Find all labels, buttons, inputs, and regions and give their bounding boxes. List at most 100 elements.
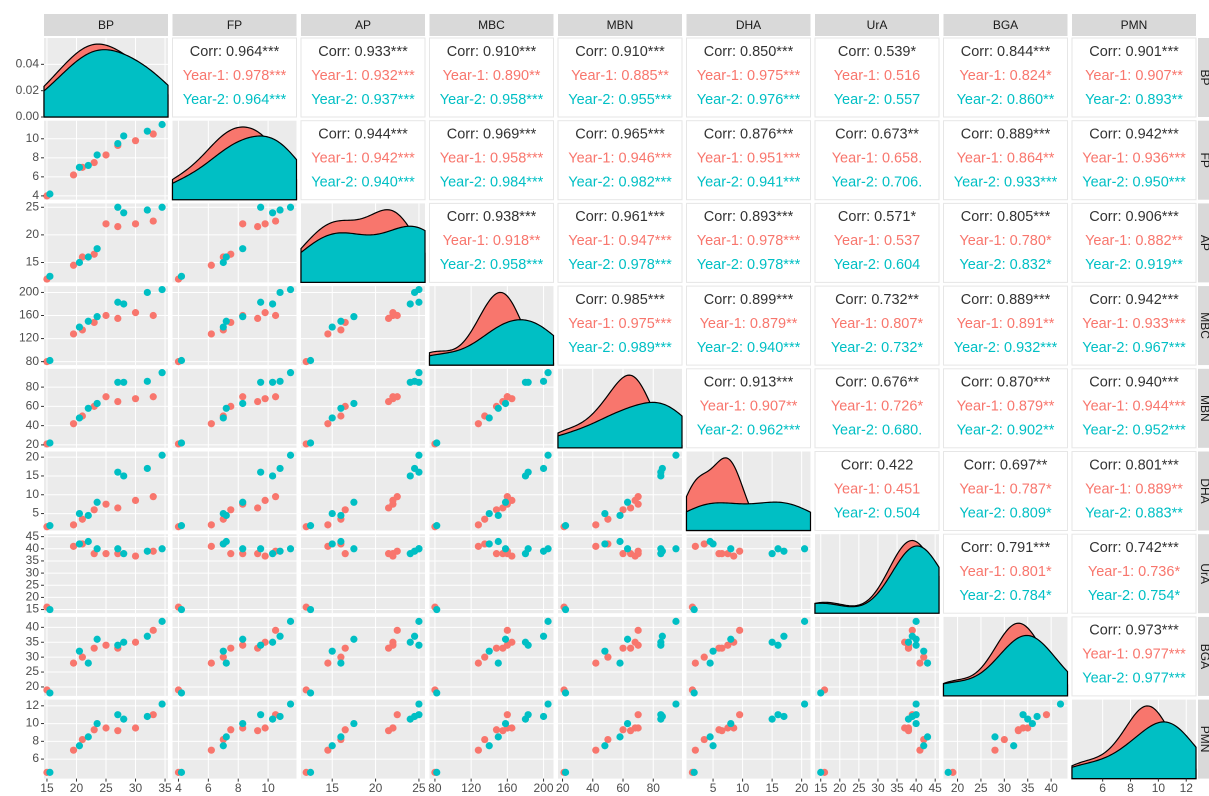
point: [239, 545, 247, 553]
corr-panel: [943, 37, 1068, 118]
point: [691, 659, 699, 667]
corr-text: Corr: 0.969***: [447, 127, 537, 143]
point: [474, 420, 482, 428]
corr-text: Corr: 0.965***: [575, 127, 665, 143]
point: [474, 659, 482, 667]
point: [158, 203, 166, 211]
point: [410, 632, 419, 640]
point: [508, 552, 516, 560]
y-tick-label: 20: [26, 227, 40, 241]
point: [102, 724, 110, 732]
corr-text: Corr: 0.844***: [961, 44, 1051, 60]
point: [271, 393, 280, 401]
scatter-panel: [429, 368, 554, 448]
point: [69, 521, 78, 529]
point: [102, 393, 110, 401]
point: [341, 726, 349, 734]
corr-text: Year-2: 0.976***: [697, 92, 801, 108]
point: [350, 545, 358, 553]
point: [75, 742, 84, 750]
point: [46, 356, 54, 365]
point: [604, 735, 612, 744]
point: [920, 653, 928, 661]
point: [239, 399, 247, 408]
y-tick-label: 30: [26, 565, 40, 579]
point: [222, 404, 230, 412]
point: [433, 439, 441, 447]
x-tick-label: 40: [586, 781, 600, 795]
point: [143, 547, 151, 555]
y-tick-label: 35: [26, 553, 40, 567]
point: [724, 641, 732, 649]
corr-text: Year-2: 0.860**: [957, 92, 1055, 108]
point: [324, 746, 332, 754]
corr-text: Corr: 0.938***: [447, 209, 537, 225]
corr-text: Corr: 0.961***: [575, 209, 665, 225]
point: [328, 540, 336, 548]
x-tick-label: 80: [428, 781, 442, 795]
point: [149, 493, 157, 501]
point: [691, 746, 699, 754]
y-tick-label: 60: [26, 399, 40, 413]
corr-panel: [814, 285, 940, 366]
point: [158, 369, 166, 377]
corr-text: Year-2: 0.784*: [959, 588, 1052, 604]
point: [657, 472, 665, 480]
point: [508, 724, 516, 732]
x-tick-label: 160: [497, 781, 517, 795]
point: [276, 547, 284, 555]
scatter-panel: [301, 534, 425, 614]
x-tick-label: 200: [534, 781, 554, 795]
y-tick-label: 20: [26, 449, 40, 463]
point: [143, 632, 151, 640]
strip: [686, 14, 811, 36]
corr-text: Year-1: 0.726*: [831, 399, 924, 415]
point: [69, 659, 78, 667]
point: [727, 545, 735, 553]
point: [736, 626, 744, 634]
point: [601, 509, 609, 518]
point: [393, 393, 401, 401]
point: [261, 220, 269, 228]
point: [324, 659, 332, 667]
point: [521, 472, 530, 480]
corr-text: Corr: 0.933***: [318, 44, 408, 60]
scatter-panel: [301, 368, 425, 448]
point: [501, 719, 510, 728]
row-label: MBN: [1198, 395, 1209, 422]
point: [944, 768, 952, 776]
corr-text: Year-2: 0.977***: [1082, 671, 1186, 687]
point: [501, 399, 510, 408]
point: [114, 139, 122, 148]
corr-text: Year-1: 0.736*: [1088, 564, 1181, 580]
y-tick-label: 0.00: [16, 109, 40, 123]
point: [131, 552, 140, 560]
strip: [1198, 120, 1209, 200]
point: [239, 313, 247, 321]
point: [433, 605, 441, 614]
corr-text: Year-1: 0.978***: [697, 233, 801, 249]
corr-text: Year-2: 0.958***: [440, 92, 544, 108]
point: [271, 493, 280, 501]
point: [658, 632, 666, 640]
point: [306, 522, 315, 530]
point: [337, 404, 345, 412]
x-tick-label: 20: [951, 781, 965, 795]
point: [626, 644, 635, 652]
point: [114, 727, 122, 735]
point: [592, 746, 600, 754]
point: [114, 504, 122, 512]
column-label: BGA: [993, 18, 1018, 32]
point: [341, 506, 349, 514]
y-tick-label: 8: [32, 733, 39, 747]
point: [102, 220, 110, 228]
point: [616, 537, 624, 546]
corr-text: Year-2: 0.893**: [1085, 92, 1183, 108]
corr-text: Year-2: 0.504: [834, 505, 921, 521]
corr-panel: [943, 533, 1068, 614]
point: [817, 689, 825, 697]
point: [177, 689, 186, 697]
row-label: BGA: [1198, 644, 1209, 669]
corr-panel: [686, 285, 811, 366]
row-label: AP: [1198, 235, 1209, 251]
